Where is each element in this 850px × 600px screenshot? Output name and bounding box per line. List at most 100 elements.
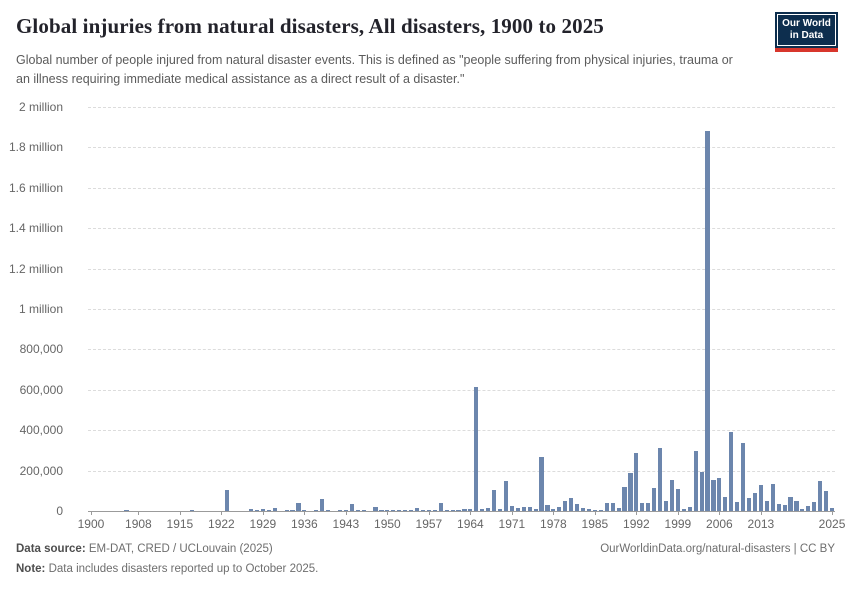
bar-2025[interactable] [829,507,835,511]
bar-1954[interactable] [409,510,414,511]
bar-2010[interactable] [741,443,746,511]
bar-1936[interactable] [302,510,307,511]
bar-1959[interactable] [438,502,443,511]
bar-1987[interactable] [604,502,609,511]
bar-1971[interactable] [509,505,514,511]
bar-1998[interactable] [669,480,675,511]
bar-1952[interactable] [397,510,402,511]
bar-2007[interactable] [723,497,728,511]
bar-1983[interactable] [580,507,586,511]
bar-1966[interactable] [480,508,485,511]
bar-1933[interactable] [284,510,289,511]
bar-1974[interactable] [527,507,532,511]
bar-1985[interactable] [592,510,597,511]
bar-2016[interactable] [776,503,781,511]
bar-1994[interactable] [646,502,651,511]
bar-1976[interactable] [539,457,544,511]
bar-1943[interactable] [343,510,348,511]
bar-1948[interactable] [373,507,378,511]
bar-2019[interactable] [794,500,799,511]
bar-1958[interactable] [432,510,437,511]
bar-1967[interactable] [486,507,491,511]
bar-1962[interactable] [456,509,461,511]
bar-1951[interactable] [391,510,396,511]
bar-1953[interactable] [403,509,408,511]
bar-1946[interactable] [361,510,366,511]
bar-1977[interactable] [545,505,550,511]
bar-1986[interactable] [598,510,603,511]
bar-1923[interactable] [225,490,230,511]
bar-2005[interactable] [711,480,716,511]
bar-1972[interactable] [515,507,520,511]
bar-1963[interactable] [462,509,467,511]
bar-1992[interactable] [634,453,639,511]
bar-1993[interactable] [640,502,645,511]
x-axis-label-1992: 1992 [623,517,650,531]
bar-2023[interactable] [818,480,823,511]
bar-2006[interactable] [717,477,722,511]
bar-1931[interactable] [272,508,277,511]
bar-1944[interactable] [349,503,354,511]
bar-1988[interactable] [610,502,615,511]
bar-2014[interactable] [764,500,769,511]
bar-1960[interactable] [444,510,449,511]
bar-1950[interactable] [385,510,390,511]
bar-2018[interactable] [788,497,793,511]
bar-1995[interactable] [652,487,657,511]
bar-2002[interactable] [693,451,698,511]
bar-1928[interactable] [254,510,260,511]
bar-2009[interactable] [735,502,740,511]
bar-1956[interactable] [420,510,426,511]
bar-1969[interactable] [497,508,503,511]
bar-1996[interactable] [658,447,663,511]
bar-1973[interactable] [521,506,526,511]
bar-1982[interactable] [575,504,580,511]
bar-2022[interactable] [812,501,817,511]
bar-2017[interactable] [782,504,787,511]
bar-1991[interactable] [628,473,633,511]
bar-1999[interactable] [675,488,680,511]
bar-1968[interactable] [492,490,497,511]
bar-1929[interactable] [260,508,265,511]
bar-1975[interactable] [533,508,538,511]
bar-1949[interactable] [379,510,384,511]
bar-1935[interactable] [296,503,301,511]
bar-1970[interactable] [503,481,509,511]
bar-1940[interactable] [326,510,331,511]
bar-2015[interactable] [770,483,775,511]
bar-1997[interactable] [663,501,669,511]
bar-1930[interactable] [266,510,271,511]
bar-2011[interactable] [746,497,752,511]
bar-2020[interactable] [800,508,805,511]
bar-2003[interactable] [699,471,704,511]
bar-1980[interactable] [563,500,568,511]
bar-1984[interactable] [586,509,592,511]
bar-1906[interactable] [124,510,129,511]
bar-1990[interactable] [622,486,627,511]
bar-1978[interactable] [551,509,556,511]
bar-2001[interactable] [687,506,692,511]
bar-1938[interactable] [314,510,319,511]
bar-1955[interactable] [414,507,420,511]
bar-2024[interactable] [824,491,829,511]
bar-2021[interactable] [806,506,811,511]
bar-1964[interactable] [468,509,473,511]
bar-1927[interactable] [248,508,254,511]
bar-1945[interactable] [355,510,360,511]
bar-1934[interactable] [290,510,295,511]
bar-1957[interactable] [426,510,431,511]
bar-2013[interactable] [758,485,763,511]
bar-1979[interactable] [557,506,562,511]
bar-1981[interactable] [569,498,574,511]
bar-1917[interactable] [189,510,194,511]
x-axis-label-1900: 1900 [77,517,105,531]
bar-1939[interactable] [320,499,325,511]
bar-2008[interactable] [729,432,734,511]
bar-2004[interactable] [705,131,710,511]
bar-1965[interactable] [474,386,479,511]
bar-1942[interactable] [337,510,343,511]
bar-1989[interactable] [616,507,621,511]
bar-2012[interactable] [752,492,758,511]
bar-1961[interactable] [450,510,455,511]
bar-2000[interactable] [681,508,686,511]
